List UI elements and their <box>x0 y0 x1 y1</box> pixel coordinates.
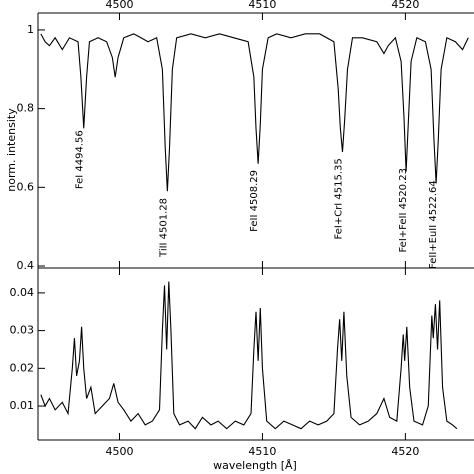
spectrum-line <box>40 33 469 192</box>
line-annotation: FeI 4494.56 <box>75 130 86 189</box>
y-tick-label: 0.04 <box>10 286 35 299</box>
line-annotation: FeII 4508.29 <box>249 170 260 232</box>
y-tick-label: 0.01 <box>10 399 35 412</box>
y-tick-label: 0.4 <box>17 259 35 272</box>
x-axis-label: wavelength [Å] <box>213 459 297 472</box>
x-tick-label: 4500 <box>105 0 133 11</box>
y-tick-label: 0.6 <box>17 180 35 193</box>
spectrum-line <box>40 281 458 430</box>
x-tick-label: 4510 <box>248 445 276 458</box>
y-tick-label: 0.8 <box>17 102 35 115</box>
x-tick-label: 4500 <box>105 445 133 458</box>
line-annotation: FeII+EuII 4522.64 <box>428 180 439 269</box>
y-axis-label: norm. intensity <box>5 108 18 192</box>
line-annotation: FeI+FeII 4520.23 <box>398 168 409 252</box>
y-tick-label: 0.03 <box>10 324 35 337</box>
x-tick-label: 4520 <box>391 0 419 11</box>
y-tick-label: 0.02 <box>10 361 35 374</box>
line-annotation: FeI+CrI 4515.35 <box>333 158 344 239</box>
x-tick-label: 4520 <box>391 445 419 458</box>
y-tick-label: 1 <box>27 23 34 36</box>
x-tick-label: 4510 <box>248 0 276 11</box>
line-annotation: TiII 4501.28 <box>158 198 169 258</box>
